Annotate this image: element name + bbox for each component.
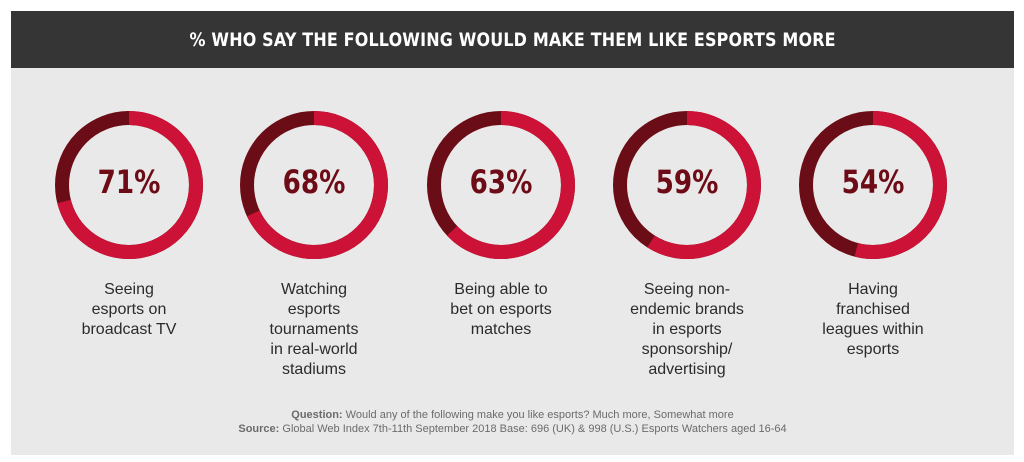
category-label-line: Seeing bbox=[104, 281, 154, 298]
chart-header: % WHO SAY THE FOLLOWING WOULD MAKE THEM … bbox=[11, 11, 1014, 68]
category-label-line: endemic brands bbox=[630, 301, 744, 318]
chart-title: % WHO SAY THE FOLLOWING WOULD MAKE THEM … bbox=[189, 28, 836, 51]
donut-value-arc bbox=[240, 111, 388, 259]
category-label-line: in esports bbox=[652, 321, 722, 338]
category-label-line: stadiums bbox=[281, 361, 347, 378]
category-label-line: Having bbox=[848, 281, 898, 298]
category-label-line: Watching bbox=[280, 281, 348, 298]
category-label-line: broadcast TV bbox=[81, 321, 177, 338]
donut-value-label: 54% bbox=[841, 163, 905, 201]
donut-value-arc bbox=[613, 111, 761, 259]
donut-4 bbox=[613, 111, 761, 259]
donut-chart-svg bbox=[55, 111, 947, 259]
category-label-line: esports on bbox=[91, 301, 167, 318]
category-label-line: sponsorship/ bbox=[641, 341, 733, 358]
category-label: Having franchised leagues within esports bbox=[788, 280, 958, 360]
category-label-line: franchised bbox=[836, 301, 910, 318]
category-label-line: Being able to bbox=[454, 281, 548, 298]
donut-value-label: 63% bbox=[469, 163, 533, 201]
source-text: Global Web Index 7th-11th September 2018… bbox=[282, 423, 787, 435]
donut-value-label: 68% bbox=[282, 163, 346, 201]
source-note: Source: Global Web Index 7th-11th Septem… bbox=[11, 422, 1014, 436]
donut-value-label: 71% bbox=[97, 163, 161, 201]
donut-group: 71% Seeing esports on broadcast TV 68% Watchi… bbox=[11, 11, 1014, 455]
category-label: Seeing non-endemic brands in esports spons… bbox=[602, 280, 772, 380]
donut-value-arc bbox=[55, 111, 203, 259]
question-text: Would any of the following make you like… bbox=[345, 409, 734, 421]
category-label: Being able to bet on esports matches bbox=[416, 280, 586, 340]
category-label-line: matches bbox=[470, 321, 532, 338]
source-label: Source: bbox=[238, 423, 280, 435]
category-label-line: in real-world bbox=[270, 341, 358, 358]
donut-1 bbox=[55, 111, 203, 259]
category-label-line: bet on esports bbox=[450, 301, 552, 318]
category-label-line: esports bbox=[846, 341, 900, 358]
category-label-line: leagues within bbox=[822, 321, 924, 338]
donut-value-arc bbox=[799, 111, 947, 259]
question-note: Question: Would any of the following mak… bbox=[11, 408, 1014, 422]
donut-value-arc bbox=[427, 111, 575, 259]
question-label: Question: bbox=[291, 409, 343, 421]
donut-2 bbox=[240, 111, 388, 259]
category-label-line: advertising bbox=[648, 361, 726, 378]
donut-5 bbox=[799, 111, 947, 259]
chart-panel: % WHO SAY THE FOLLOWING WOULD MAKE THEM … bbox=[11, 11, 1014, 455]
category-label: Watching esports tournaments in real-world s… bbox=[229, 280, 399, 380]
donut-value-label: 59% bbox=[655, 163, 719, 201]
category-label-line: Seeing non- bbox=[643, 281, 731, 298]
category-label: Seeing esports on broadcast TV bbox=[44, 280, 214, 340]
category-label-line: esports bbox=[287, 301, 341, 318]
category-label-line: tournaments bbox=[269, 321, 359, 338]
donut-3 bbox=[427, 111, 575, 259]
